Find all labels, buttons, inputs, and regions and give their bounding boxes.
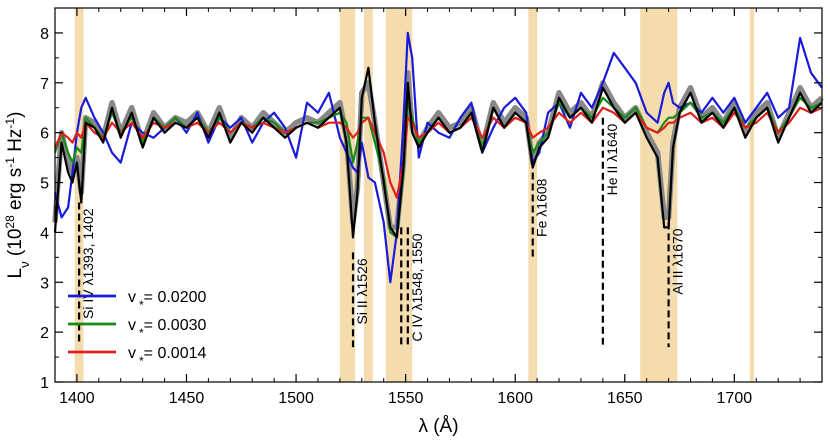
legend-label-0: v *= 0.0200 bbox=[128, 289, 207, 312]
y-tick-label-3: 4 bbox=[40, 225, 49, 242]
y-label-exp3: -1 bbox=[3, 118, 17, 129]
line-label-5: Al II λ1670 bbox=[670, 228, 686, 294]
y-tick-label-1: 2 bbox=[40, 325, 49, 342]
y-tick-label-0: 1 bbox=[40, 375, 49, 392]
line-label-1: Si II λ1526 bbox=[354, 258, 370, 324]
legend-label-2: v *= 0.0014 bbox=[128, 345, 207, 368]
x-tick-label-6: 1700 bbox=[717, 390, 753, 407]
legend-value: = 0.0014 bbox=[144, 345, 207, 362]
legend-value: = 0.0200 bbox=[144, 289, 207, 306]
line-markers: Si IV λ1393, 1402 Si II λ1526 C IV λ1548, … bbox=[78, 117, 686, 348]
x-tick-label-0: 1400 bbox=[59, 390, 95, 407]
y-label-mid2: Hz bbox=[5, 129, 26, 158]
y-tick-label-4: 5 bbox=[40, 176, 49, 193]
masked-region-2 bbox=[363, 8, 373, 382]
y-tick-label-5: 6 bbox=[40, 126, 49, 143]
legend-sub: * bbox=[139, 326, 144, 340]
legend-sub: * bbox=[139, 298, 144, 312]
y-axis-label: Lν (1028 erg s-1 Hz-1) bbox=[3, 112, 32, 279]
x-tick-label-2: 1500 bbox=[278, 390, 314, 407]
x-tick-label-4: 1600 bbox=[497, 390, 533, 407]
legend-label-1: v *= 0.0030 bbox=[128, 317, 207, 340]
legend-sub: * bbox=[139, 354, 144, 368]
plot-frame bbox=[54, 7, 823, 383]
x-axis-label: λ (Å) bbox=[418, 416, 458, 437]
x-tick-label-1: 1450 bbox=[169, 390, 205, 407]
legend-var: v bbox=[128, 317, 136, 334]
series-layer bbox=[52, 31, 824, 284]
line-label-4: He II λ1640 bbox=[604, 124, 620, 196]
x-tick-label-5: 1650 bbox=[607, 390, 643, 407]
masked-region-6 bbox=[749, 8, 755, 382]
y-label-exp1: 28 bbox=[3, 215, 17, 229]
y-label-main: L bbox=[5, 268, 26, 279]
legend-var: v bbox=[128, 345, 136, 362]
legend-var: v bbox=[128, 289, 136, 306]
y-label-close: ) bbox=[5, 112, 26, 118]
masked-region-1 bbox=[339, 8, 356, 382]
line-label-2: C IV λ1548, 1550 bbox=[409, 233, 425, 341]
series-line-1 bbox=[53, 31, 823, 284]
y-label-exp2: -1 bbox=[3, 157, 17, 168]
series-line-0 bbox=[52, 70, 824, 231]
axis-ticks: 1400 1450 1500 1550 1600 1650 1700 1 2 3 4 5 6 7 8 bbox=[40, 7, 823, 407]
y-label-sub: ν bbox=[17, 261, 32, 268]
y-label-open: (10 bbox=[5, 229, 26, 262]
y-tick-label-6: 7 bbox=[40, 76, 49, 93]
line-label-3: Fe λ1608 bbox=[534, 178, 550, 237]
y-label-mid: erg s bbox=[5, 168, 26, 216]
line-label-0: Si IV λ1393, 1402 bbox=[80, 208, 96, 319]
legend-value: = 0.0030 bbox=[144, 317, 207, 334]
x-tick-label-3: 1550 bbox=[388, 390, 424, 407]
y-tick-label-2: 3 bbox=[40, 275, 49, 292]
series-line-4 bbox=[53, 66, 823, 239]
masked-region-0 bbox=[74, 8, 84, 382]
y-tick-label-7: 8 bbox=[40, 26, 49, 43]
